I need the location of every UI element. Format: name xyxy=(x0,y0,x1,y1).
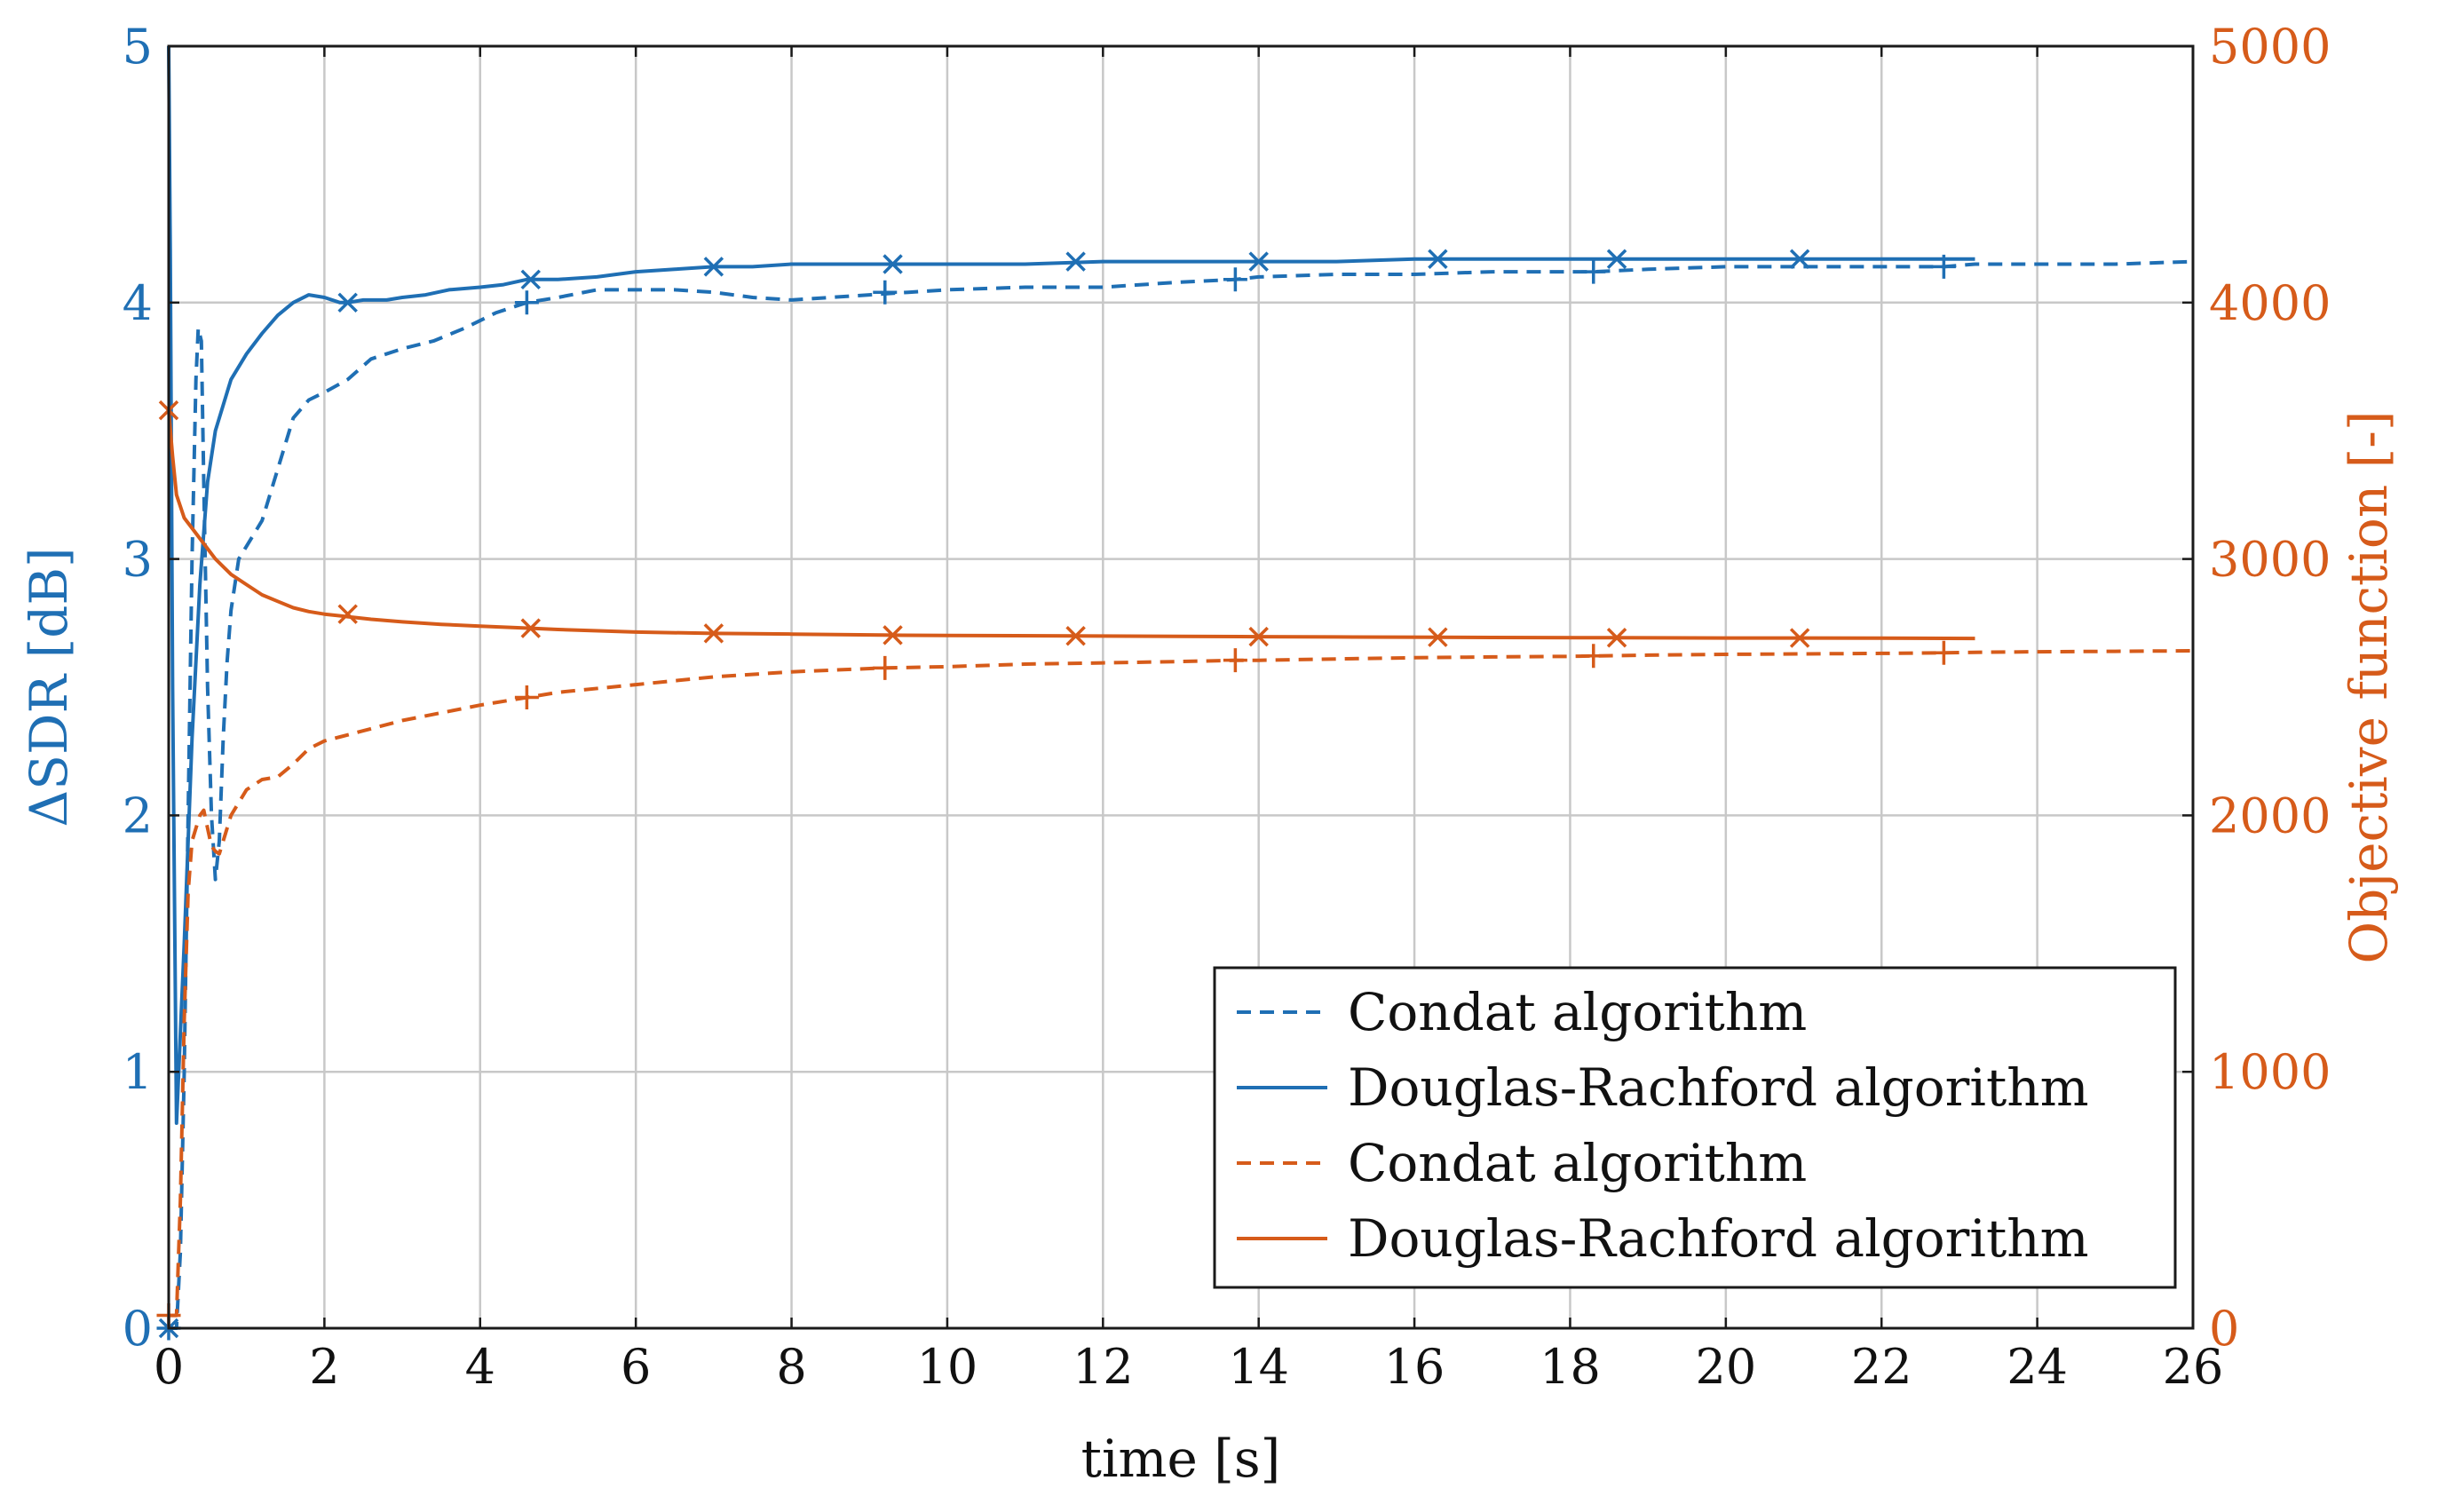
data-point-condat-objective xyxy=(1581,644,1606,669)
data-point-dr-objective xyxy=(883,625,903,645)
x-tick-label: 18 xyxy=(1540,1339,1601,1395)
data-point-dr-sdr xyxy=(1248,251,1269,272)
y-axis-right-title: Objective function [-] xyxy=(2339,411,2399,964)
data-point-dr-objective xyxy=(1428,627,1448,647)
legend-label-dr-sdr: Douglas-Rachford algorithm xyxy=(1348,1057,2089,1118)
data-point-dr-sdr xyxy=(337,292,358,313)
x-tick-label: 8 xyxy=(776,1339,806,1395)
data-point-dr-objective xyxy=(1065,626,1086,646)
data-point-condat-objective xyxy=(1223,648,1247,673)
y-right-tick-label: 4000 xyxy=(2209,275,2331,331)
series-line-dr-objective xyxy=(167,409,1975,641)
x-tick-label: 10 xyxy=(917,1339,978,1395)
x-tick-label: 12 xyxy=(1073,1339,1134,1395)
legend: Condat algorithm Douglas-Rachford algori… xyxy=(1213,966,2177,1289)
data-point-condat-sdr xyxy=(873,280,898,305)
y-right-tick-label: 2000 xyxy=(2209,788,2331,843)
y-right-tick-label: 3000 xyxy=(2209,532,2331,588)
x-tick-label: 26 xyxy=(2163,1339,2224,1395)
y-axis-left-title: ΔSDR [dB] xyxy=(19,547,79,827)
data-point-condat-sdr xyxy=(1581,259,1606,284)
y-left-tick-label: 2 xyxy=(123,788,153,843)
data-point-dr-sdr xyxy=(1606,249,1627,269)
data-point-dr-sdr xyxy=(1428,249,1448,269)
data-point-dr-objective xyxy=(520,618,542,638)
x-tick-label: 20 xyxy=(1695,1339,1756,1395)
x-tick-label: 0 xyxy=(154,1339,184,1395)
series-markers-dr-sdr xyxy=(158,249,1810,1339)
data-point-condat-sdr xyxy=(514,290,539,315)
x-tick-label: 14 xyxy=(1228,1339,1289,1395)
series-line-condat-sdr xyxy=(169,259,2194,1330)
ticks: 0 2 4 6 8 10 12 14 16 18 20 22 24 2601234501000200030… xyxy=(123,19,2331,1395)
y-left-tick-label: 0 xyxy=(123,1301,153,1357)
data-point-dr-objective xyxy=(1248,626,1269,647)
data-point-dr-objective xyxy=(337,604,358,624)
y-right-tick-label: 5000 xyxy=(2209,19,2331,75)
x-tick-label: 16 xyxy=(1384,1339,1445,1395)
data-point-dr-sdr xyxy=(1065,251,1086,272)
series-line-condat-objective xyxy=(169,649,2194,1318)
series-line-dr-sdr xyxy=(167,45,1975,1125)
data-point-dr-sdr xyxy=(1789,249,1810,269)
data-point-dr-sdr xyxy=(703,257,724,277)
data-point-condat-objective xyxy=(514,685,539,710)
legend-box xyxy=(1213,966,2177,1289)
data-point-dr-sdr xyxy=(883,254,903,274)
data-point-dr-objective xyxy=(1606,628,1627,648)
legend-label-condat-objective: Condat algorithm xyxy=(1348,1133,1807,1193)
x-tick-label: 6 xyxy=(621,1339,651,1395)
y-right-tick-label: 0 xyxy=(2209,1301,2239,1357)
x-tick-label: 22 xyxy=(1851,1339,1912,1395)
data-point-condat-sdr xyxy=(1223,267,1247,292)
y-left-tick-label: 1 xyxy=(123,1044,153,1100)
x-axis-title: time [s] xyxy=(1081,1429,1281,1489)
data-point-dr-sdr xyxy=(520,269,542,290)
x-tick-label: 24 xyxy=(2007,1339,2068,1395)
series-layer xyxy=(156,45,2194,1341)
x-tick-label: 2 xyxy=(309,1339,339,1395)
y-right-tick-label: 1000 xyxy=(2209,1044,2331,1100)
plot-frame xyxy=(167,44,2195,1330)
data-point-dr-objective xyxy=(703,623,724,644)
y-left-tick-label: 5 xyxy=(123,19,153,75)
x-tick-label: 4 xyxy=(465,1339,495,1395)
data-point-condat-objective xyxy=(873,655,898,680)
legend-label-condat-sdr: Condat algorithm xyxy=(1348,982,1807,1042)
y-left-tick-label: 3 xyxy=(123,532,153,588)
data-point-condat-objective xyxy=(1931,640,1956,665)
y-left-tick-label: 4 xyxy=(123,275,153,331)
series-markers-condat-objective xyxy=(156,640,1956,1328)
legend-label-dr-objective: Douglas-Rachford algorithm xyxy=(1348,1208,2089,1269)
data-point-dr-objective xyxy=(1789,628,1810,648)
series-markers-dr-objective xyxy=(158,400,1810,648)
